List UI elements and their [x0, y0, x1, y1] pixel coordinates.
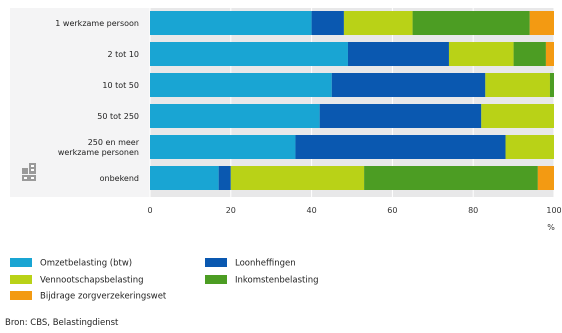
legend-swatch [10, 275, 32, 284]
legend-label: Omzetbelasting (btw) [40, 259, 132, 269]
bar-segment [481, 104, 554, 128]
bar-segment [412, 11, 530, 35]
legend-swatch [10, 291, 32, 300]
bar-segment [150, 135, 296, 159]
legend-label: Inkomstenbelasting [235, 276, 318, 286]
x-tick-label: 80 [468, 206, 478, 215]
legend-swatch [205, 258, 227, 267]
bar-segment [485, 73, 550, 97]
x-tick-label: 20 [226, 206, 236, 215]
bar-segment [343, 11, 413, 35]
bar-segment [529, 11, 554, 35]
bar-segment [347, 42, 449, 66]
bar-segment [549, 73, 554, 97]
bar-segment [364, 166, 538, 190]
bars [150, 11, 554, 190]
bar-segment [513, 42, 546, 66]
bar-segment [230, 166, 365, 190]
legend: Omzetbelasting (btw) Loonheffingen Vennoot… [10, 258, 318, 302]
bar-segment [505, 135, 554, 159]
gridlines [149, 8, 555, 197]
bar-segment [150, 166, 219, 190]
bar-segment [150, 73, 332, 97]
category-label: 1 werkzame persoon [55, 19, 139, 28]
legend-swatch [205, 275, 227, 284]
legend-label: Bijdrage zorgverzekeringswet [40, 292, 167, 302]
bar-segment [150, 11, 312, 35]
x-tick-label: 100 [546, 206, 561, 215]
bar-segment [537, 166, 554, 190]
bar-segment [295, 135, 506, 159]
bar-segment [331, 73, 486, 97]
x-tick-label: 0 [147, 206, 152, 215]
category-label: 2 tot 10 [107, 50, 139, 59]
source-note: Bron: CBS, Belastingdienst [5, 318, 119, 328]
legend-label: Vennootschapsbelasting [40, 276, 144, 286]
x-axis-unit-label: % [547, 223, 555, 232]
category-labels: 1 werkzame persoon 2 tot 10 10 tot 50 50 to… [55, 19, 139, 183]
category-label: 50 tot 250 [97, 112, 139, 121]
bar-segment [545, 42, 554, 66]
legend-swatch [10, 258, 32, 267]
bar-segment [319, 104, 482, 128]
category-label: 10 tot 50 [102, 81, 139, 90]
legend-label: Loonheffingen [235, 259, 296, 269]
bar-segment [448, 42, 514, 66]
bar-segment [150, 104, 320, 128]
x-tick-label: 40 [307, 206, 317, 215]
category-label: 250 en meer werkzame personen [58, 138, 140, 157]
category-label: onbekend [100, 174, 139, 183]
bar-segment [218, 166, 231, 190]
x-axis-ticks: 0 20 40 60 80 100 [147, 206, 561, 215]
cbs-logo-icon [22, 163, 36, 181]
bar-segment [311, 11, 344, 35]
x-tick-label: 60 [387, 206, 397, 215]
bar-segment [150, 42, 348, 66]
